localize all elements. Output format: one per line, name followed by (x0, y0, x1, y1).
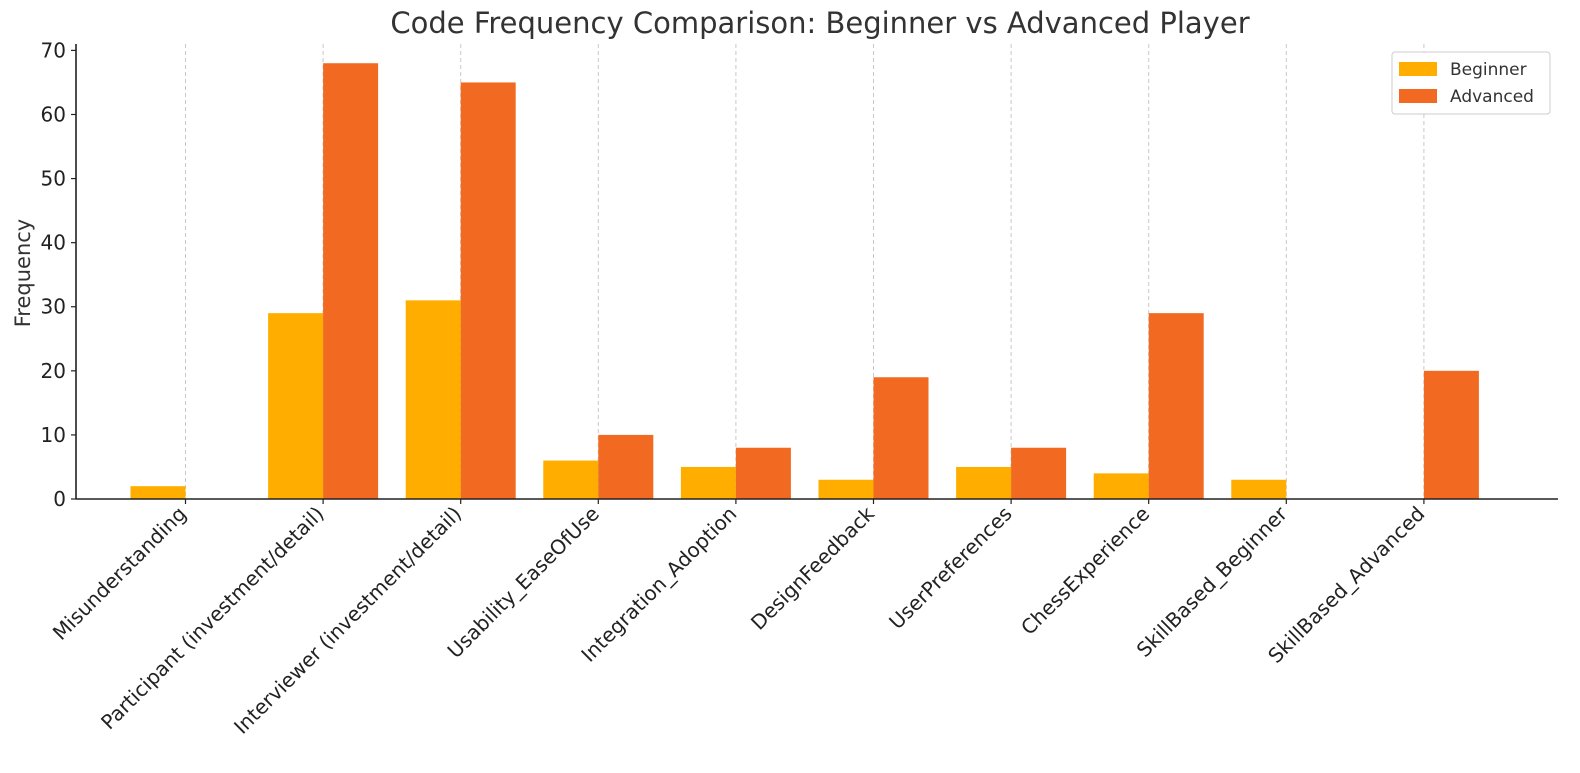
y-tick-label: 40 (41, 231, 66, 255)
legend-swatch-beginner (1399, 62, 1437, 76)
bar-beginner (956, 466, 1012, 499)
y-axis-label: Frequency (11, 219, 35, 328)
bar-advanced (598, 434, 654, 499)
legend-label-beginner: Beginner (1450, 60, 1527, 80)
x-tick-label: UserPreferences (884, 502, 1016, 634)
bar-beginner (268, 313, 324, 499)
y-tick-label: 60 (41, 102, 66, 126)
bar-advanced (1148, 313, 1204, 499)
y-tick-label: 50 (41, 167, 66, 191)
y-tick-label: 70 (41, 38, 66, 62)
legend: Beginner Advanced (1391, 51, 1551, 115)
bar-advanced (460, 82, 516, 499)
bar-advanced (1011, 447, 1067, 499)
x-tick-label: SkillBased_Advanced (1263, 502, 1429, 668)
bar-beginner (1231, 479, 1287, 499)
bar-beginner (405, 300, 461, 499)
chart-title: Code Frequency Comparison: Beginner vs A… (390, 6, 1249, 40)
bar-advanced (735, 447, 791, 499)
x-tick-label: DesignFeedback (746, 501, 879, 634)
x-tick-label: Misunderstanding (48, 502, 191, 645)
ticks-layer: 0 10 20 30 40 50 60 70 MisunderstandingParticipa… (41, 38, 1430, 738)
x-tick-label: SkillBased_Beginner (1132, 501, 1293, 662)
bar-beginner (130, 486, 186, 499)
bar-beginner (1093, 473, 1149, 499)
y-tick-label: 20 (41, 359, 66, 383)
x-tick-label: ChessExperience (1016, 502, 1154, 640)
bar-advanced (1423, 370, 1479, 499)
x-tick-label: Interviewer (investment/detail) (229, 502, 466, 739)
x-tick-label: Usability_EaseOfUse (443, 502, 604, 663)
bar-advanced (873, 377, 929, 499)
y-tick-label: 10 (41, 423, 66, 447)
bar-beginner (818, 479, 874, 499)
y-tick-label: 0 (53, 487, 66, 511)
bar-beginner (680, 466, 736, 499)
legend-swatch-advanced (1399, 89, 1437, 103)
x-tick-label: Participant (investment/detail) (96, 502, 329, 735)
legend-label-advanced: Advanced (1450, 87, 1534, 107)
bars-layer (130, 63, 1479, 500)
bar-advanced (323, 63, 379, 500)
y-tick-label: 30 (41, 295, 66, 319)
bar-beginner (543, 460, 599, 499)
x-tick-label: Integration_Adoption (576, 502, 741, 667)
